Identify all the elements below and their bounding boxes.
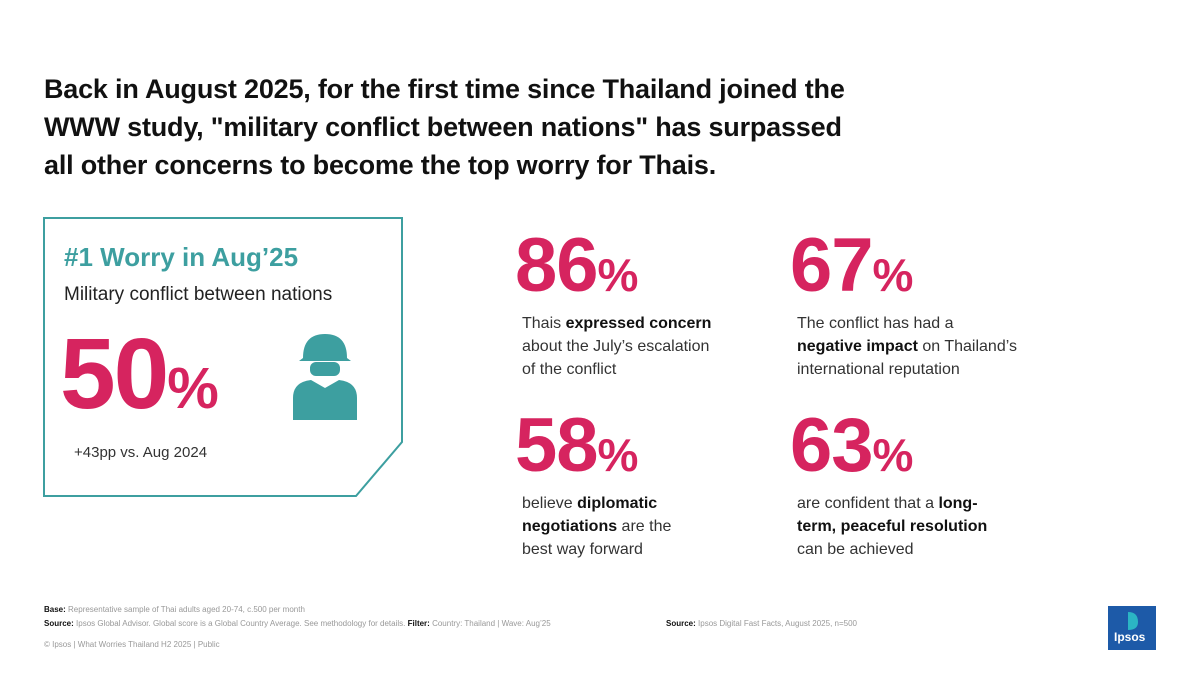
text-part: Representative sample of Thai adults age… xyxy=(68,605,305,614)
stat-description: are confident that a long-term, peaceful… xyxy=(797,492,987,561)
text-part: term, peaceful resolution xyxy=(797,518,988,535)
stat-number: 67 xyxy=(790,223,874,308)
stat-unit: % xyxy=(597,429,639,481)
stat-value: 86% xyxy=(515,228,638,304)
title-line: Back in August 2025, for the first time … xyxy=(44,74,845,104)
text-part: on Thailand’s xyxy=(917,338,1017,355)
logo-mark xyxy=(1128,612,1138,630)
description-line: term, peaceful resolution xyxy=(797,515,987,538)
description-line: believe diplomatic xyxy=(522,492,671,515)
footer-line: Source: Ipsos Global Advisor. Global sco… xyxy=(44,619,551,629)
stat-number: 86 xyxy=(515,223,599,308)
description-line: about the July’s escalation xyxy=(522,335,711,358)
logo-text: Ipsos xyxy=(1114,630,1146,644)
text-part: negotiations xyxy=(522,518,618,535)
highlight-number: 50 xyxy=(60,318,169,430)
text-part: Source: xyxy=(666,619,699,628)
highlight-unit: % xyxy=(167,356,219,421)
description-line: negotiations are the xyxy=(522,515,671,538)
stat-number: 63 xyxy=(790,403,874,488)
stat-value: 67% xyxy=(790,228,913,304)
text-part: The conflict has had a xyxy=(797,315,954,332)
stat-value: 58% xyxy=(515,408,638,484)
text-part: believe xyxy=(522,495,578,512)
title-line: WWW study, "military conflict between na… xyxy=(44,112,842,142)
stat-description: The conflict has had a negative impact on… xyxy=(797,312,1017,381)
stat-description: Thais expressed concern about the July’s … xyxy=(522,312,711,381)
text-part: are confident that a xyxy=(797,495,939,512)
text-part: negative impact xyxy=(797,338,918,355)
text-part: Ipsos Global Advisor. Global score is a … xyxy=(76,619,408,628)
title-line: all other concerns to become the top wor… xyxy=(44,150,717,180)
frame xyxy=(43,217,403,497)
text-part: can be achieved xyxy=(797,541,914,558)
description-line: of the conflict xyxy=(522,358,711,381)
text-part: Thais xyxy=(522,315,566,332)
text-part: international reputation xyxy=(797,361,960,378)
text-part: are the xyxy=(617,518,672,535)
text-part: expressed concern xyxy=(565,315,712,332)
highlight-heading: #1 Worry in Aug’25 xyxy=(64,242,299,272)
description-line: international reputation xyxy=(797,358,1017,381)
stat-unit: % xyxy=(597,249,639,301)
description-line: can be achieved xyxy=(797,538,987,561)
footer-line: Base: Representative sample of Thai adul… xyxy=(44,605,305,615)
highlight-note: +43pp vs. Aug 2024 xyxy=(74,444,208,461)
text-part: of the conflict xyxy=(522,361,617,378)
highlight-subheading: Military conflict between nations xyxy=(64,284,333,305)
text-part: Base: xyxy=(44,605,69,614)
title: Back in August 2025, for the first time … xyxy=(44,70,845,184)
soldier-icon xyxy=(293,334,357,420)
stat-unit: % xyxy=(872,429,914,481)
text-part: long- xyxy=(938,495,978,512)
text-part: Source: xyxy=(44,619,77,628)
stat-value: 63% xyxy=(790,408,913,484)
text-part: best way forward xyxy=(522,541,643,558)
footer-line: © Ipsos | What Worries Thailand H2 2025 … xyxy=(44,640,220,650)
text-part: © Ipsos | What Worries Thailand H2 2025 … xyxy=(44,640,220,649)
highlight-value: 50% xyxy=(60,324,219,452)
text-part: diplomatic xyxy=(577,495,658,512)
text-part: Country: Thailand | Wave: Aug’25 xyxy=(432,619,551,628)
text-part: Filter: xyxy=(407,619,433,628)
stat-unit: % xyxy=(872,249,914,301)
description-line: are confident that a long- xyxy=(797,492,987,515)
text-part: about the July’s escalation xyxy=(522,338,710,355)
description-line: best way forward xyxy=(522,538,671,561)
stat-description: believe diplomatic negotiations are the be… xyxy=(522,492,671,561)
text-part: Ipsos Digital Fast Facts, August 2025, n… xyxy=(698,619,857,628)
stat-number: 58 xyxy=(515,403,599,488)
footer-source: Source: Ipsos Digital Fast Facts, August… xyxy=(666,619,857,629)
description-line: The conflict has had a xyxy=(797,312,1017,335)
description-line: Thais expressed concern xyxy=(522,312,711,335)
description-line: negative impact on Thailand’s xyxy=(797,335,1017,358)
